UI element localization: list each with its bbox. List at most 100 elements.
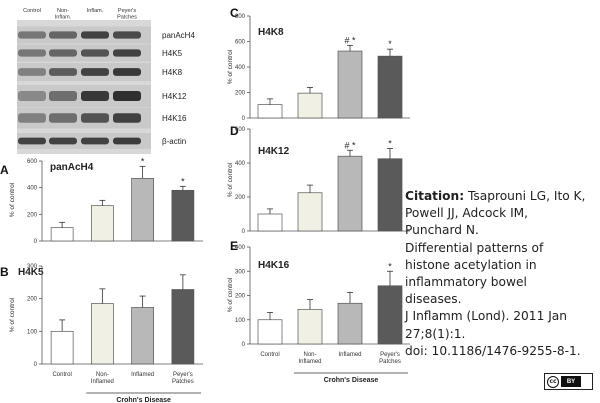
blot-band <box>113 90 141 102</box>
bar <box>257 104 283 119</box>
blot-band <box>49 49 77 57</box>
significance-marker: # * <box>344 35 356 45</box>
bar <box>50 330 74 365</box>
blot-band <box>81 137 109 145</box>
y-tick-label: 200 <box>27 297 38 303</box>
bar <box>257 319 283 345</box>
blot-band <box>113 113 141 123</box>
by-icon: BY <box>561 376 581 387</box>
y-tick-label: 100 <box>235 318 246 324</box>
panel-letter: E <box>230 239 238 253</box>
y-axis-label: % of control <box>227 162 234 197</box>
blot-band <box>49 31 77 39</box>
panel-title: H4K12 <box>258 146 290 157</box>
y-tick-label: 200 <box>235 195 246 201</box>
blot-band <box>49 137 77 145</box>
blot-lane-label: Peyer's Patches <box>117 8 137 21</box>
blot-row-label: panAcH4 <box>162 31 195 40</box>
blot-band <box>18 31 46 39</box>
y-axis-label: % of control <box>227 49 234 84</box>
bar <box>50 227 74 242</box>
panel-letter: D <box>230 124 239 138</box>
citation-line: histone acetylation in <box>405 257 537 272</box>
group-label: Crohn's Disease <box>324 377 379 384</box>
blot-lane-label: Non-Inflam. <box>55 8 72 21</box>
x-tick-label: Inflamed <box>131 372 154 378</box>
blot-band <box>113 68 141 76</box>
bar <box>131 307 154 365</box>
blot-band <box>18 113 46 123</box>
blot-band <box>81 90 109 102</box>
y-tick-label: 300 <box>27 264 38 270</box>
panel-title: H4K16 <box>258 260 290 271</box>
panel-title: H4K8 <box>258 27 284 38</box>
citation-line: 27;8(1):1. <box>405 326 466 341</box>
citation-first-line: Citation: Tsaprouni LG, Ito K, <box>405 188 597 205</box>
bar <box>297 308 323 345</box>
significance-marker: * <box>388 39 392 49</box>
bar <box>337 50 363 119</box>
blot-row-label: H4K12 <box>162 92 187 101</box>
blot-row-label: β-actin <box>162 137 186 146</box>
blot-band <box>113 137 141 145</box>
group-label: Crohn's Disease <box>116 397 171 403</box>
panel-letter: B <box>0 265 9 279</box>
citation-line: diseases. <box>405 292 462 307</box>
x-tick-label: Peyer's Patches <box>172 372 194 385</box>
panel-title: panAcH4 <box>50 162 94 173</box>
bar <box>257 213 283 232</box>
bar <box>377 158 403 232</box>
significance-marker: * <box>141 156 145 166</box>
significance-marker: * <box>181 176 185 186</box>
blot-lane-label: Control <box>23 8 41 14</box>
significance-marker: # * <box>344 140 356 150</box>
citation-line: Punchard N. <box>405 223 479 238</box>
blot-row-label: H4K16 <box>162 114 187 123</box>
citation-authors-start: Tsaprouni LG, Ito K, <box>464 189 586 203</box>
blot-band <box>81 31 109 39</box>
blot-band <box>49 90 77 102</box>
y-tick-label: 600 <box>235 40 246 46</box>
blot-band <box>18 68 46 76</box>
y-axis-label: % of control <box>227 277 234 312</box>
blot-band <box>113 49 141 57</box>
bar <box>171 289 195 365</box>
creative-commons-badge[interactable]: cc BY <box>544 373 593 390</box>
y-tick-label: 0 <box>242 229 246 235</box>
panel-title: H4K5 <box>18 267 44 278</box>
y-tick-label: 0 <box>34 239 38 245</box>
y-tick-label: 0 <box>242 342 246 348</box>
significance-marker: * <box>388 139 392 149</box>
bar <box>91 205 114 242</box>
citation-line: J Inflamm (Lond). 2011 Jan <box>405 309 567 324</box>
y-tick-label: 800 <box>235 14 246 20</box>
blot-lane-label: Inflam. <box>87 8 104 14</box>
panel-letter: C <box>230 6 239 20</box>
x-tick-label: Control <box>52 372 71 378</box>
cc-icon: cc <box>547 375 559 388</box>
citation-line: Differential patterns of <box>405 240 544 255</box>
y-tick-label: 0 <box>242 116 246 122</box>
y-tick-label: 400 <box>235 245 246 251</box>
bar <box>171 189 195 242</box>
y-tick-label: 600 <box>27 159 38 165</box>
panel-letter: A <box>0 163 9 177</box>
bar <box>377 55 403 119</box>
blot-band <box>113 31 141 39</box>
x-tick-label: Non-Inflamed <box>91 372 114 385</box>
x-tick-label: Non-Inflamed <box>298 352 321 365</box>
blot-band <box>18 49 46 57</box>
blot-band <box>81 49 109 57</box>
citation-label: Citation: <box>405 189 465 203</box>
blot-band <box>18 137 46 145</box>
citation-line: doi: 10.1186/1476-9255-8-1. <box>405 343 581 358</box>
y-tick-label: 300 <box>235 269 246 275</box>
x-tick-label: Peyer's Patches <box>379 352 401 365</box>
bar <box>297 92 323 119</box>
y-tick-label: 0 <box>34 362 38 368</box>
significance-marker: * <box>388 261 392 271</box>
bar <box>131 177 154 242</box>
citation-line: inflammatory bowel <box>405 275 527 290</box>
blot-band <box>81 68 109 76</box>
